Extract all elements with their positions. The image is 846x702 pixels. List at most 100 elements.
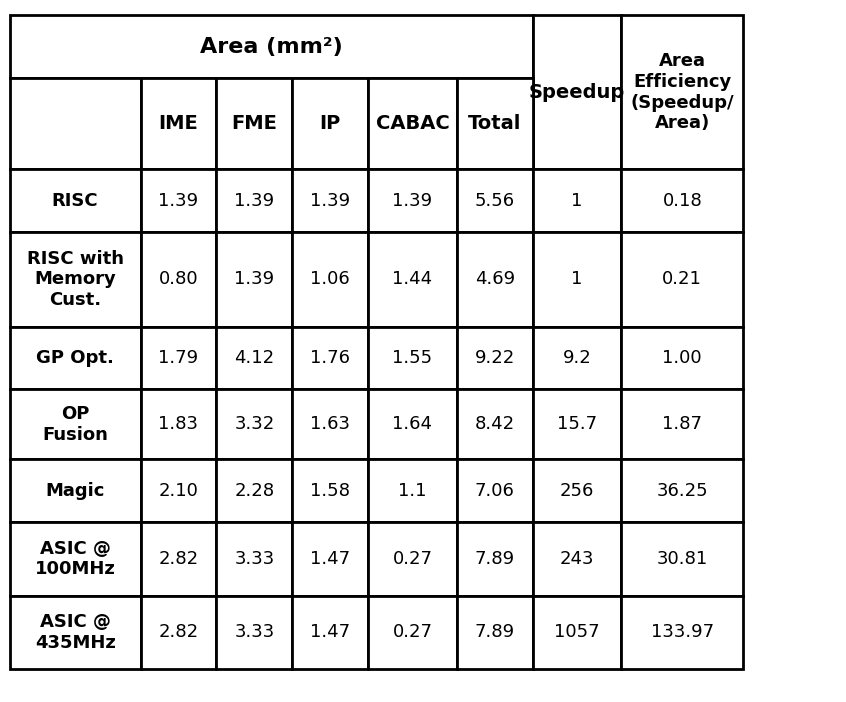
Bar — [368, 459, 457, 522]
Text: Speedup: Speedup — [529, 83, 625, 102]
Bar — [217, 522, 293, 596]
Bar — [10, 79, 140, 169]
Bar — [293, 522, 368, 596]
Text: Area (mm²): Area (mm²) — [200, 37, 343, 57]
Text: Total: Total — [468, 114, 521, 133]
Bar — [457, 459, 533, 522]
Text: Magic: Magic — [46, 482, 105, 500]
Text: 1.39: 1.39 — [234, 270, 274, 289]
Bar — [10, 326, 140, 390]
Text: 2.28: 2.28 — [234, 482, 274, 500]
Text: 7.06: 7.06 — [475, 482, 514, 500]
Bar — [621, 522, 744, 596]
Text: 0.80: 0.80 — [159, 270, 198, 289]
Bar — [368, 596, 457, 669]
Bar — [140, 79, 217, 169]
Bar — [368, 522, 457, 596]
Bar — [140, 232, 217, 326]
Bar — [217, 169, 293, 232]
Bar — [621, 15, 744, 169]
Text: 2.82: 2.82 — [158, 550, 199, 568]
Text: 1.39: 1.39 — [234, 192, 274, 210]
Bar — [140, 596, 217, 669]
Text: 1.76: 1.76 — [310, 349, 350, 367]
Bar — [140, 459, 217, 522]
Text: 1.83: 1.83 — [158, 416, 199, 433]
Bar — [368, 390, 457, 459]
Bar — [217, 326, 293, 390]
Text: 7.89: 7.89 — [475, 550, 514, 568]
Bar — [457, 522, 533, 596]
Bar — [368, 232, 457, 326]
Text: 133.97: 133.97 — [651, 623, 714, 642]
Text: 3.32: 3.32 — [234, 416, 274, 433]
Text: GP Opt.: GP Opt. — [36, 349, 114, 367]
Text: 30.81: 30.81 — [656, 550, 708, 568]
Bar — [140, 522, 217, 596]
Text: 4.69: 4.69 — [475, 270, 514, 289]
Text: ASIC @
100MHz: ASIC @ 100MHz — [35, 540, 116, 578]
Text: 1: 1 — [571, 270, 583, 289]
Bar — [533, 326, 621, 390]
Bar — [293, 169, 368, 232]
Bar — [140, 169, 217, 232]
Bar — [293, 79, 368, 169]
Text: 15.7: 15.7 — [557, 416, 597, 433]
Bar — [533, 232, 621, 326]
Bar — [10, 169, 140, 232]
Bar — [533, 596, 621, 669]
Bar — [533, 459, 621, 522]
Text: IP: IP — [320, 114, 341, 133]
Text: 1057: 1057 — [554, 623, 600, 642]
Bar — [10, 522, 140, 596]
Text: IME: IME — [158, 114, 198, 133]
Text: FME: FME — [232, 114, 277, 133]
Bar — [10, 390, 140, 459]
Text: 7.89: 7.89 — [475, 623, 514, 642]
Bar — [533, 15, 621, 169]
Text: 1.58: 1.58 — [310, 482, 350, 500]
Bar — [533, 169, 621, 232]
Text: 0.18: 0.18 — [662, 192, 702, 210]
Text: 1.44: 1.44 — [393, 270, 432, 289]
Text: 1.39: 1.39 — [393, 192, 432, 210]
Bar — [457, 326, 533, 390]
Text: OP
Fusion: OP Fusion — [42, 405, 108, 444]
Text: 3.33: 3.33 — [234, 550, 274, 568]
Text: 0.21: 0.21 — [662, 270, 702, 289]
Bar — [368, 326, 457, 390]
Text: 3.33: 3.33 — [234, 623, 274, 642]
Bar — [217, 79, 293, 169]
Bar — [621, 459, 744, 522]
Bar — [457, 79, 533, 169]
Bar — [217, 390, 293, 459]
Text: 36.25: 36.25 — [656, 482, 708, 500]
Text: 5.56: 5.56 — [475, 192, 514, 210]
Bar — [533, 522, 621, 596]
Text: 243: 243 — [560, 550, 594, 568]
Text: 9.22: 9.22 — [475, 349, 515, 367]
Text: RISC: RISC — [52, 192, 98, 210]
Text: 4.12: 4.12 — [234, 349, 274, 367]
Bar — [457, 390, 533, 459]
Text: 1.63: 1.63 — [310, 416, 350, 433]
Text: 1.39: 1.39 — [310, 192, 350, 210]
Bar — [140, 326, 217, 390]
Text: 1.06: 1.06 — [310, 270, 350, 289]
Text: 9.2: 9.2 — [563, 349, 591, 367]
Bar — [293, 326, 368, 390]
Bar — [533, 390, 621, 459]
Bar — [621, 390, 744, 459]
Bar — [293, 596, 368, 669]
Text: 1.1: 1.1 — [398, 482, 426, 500]
Text: 1.47: 1.47 — [310, 550, 350, 568]
Bar — [140, 390, 217, 459]
Text: 256: 256 — [560, 482, 594, 500]
Text: 1.39: 1.39 — [158, 192, 199, 210]
Text: 1.55: 1.55 — [393, 349, 432, 367]
Text: 1: 1 — [571, 192, 583, 210]
Bar — [10, 15, 533, 79]
Bar — [10, 459, 140, 522]
Bar — [293, 390, 368, 459]
Bar — [457, 169, 533, 232]
